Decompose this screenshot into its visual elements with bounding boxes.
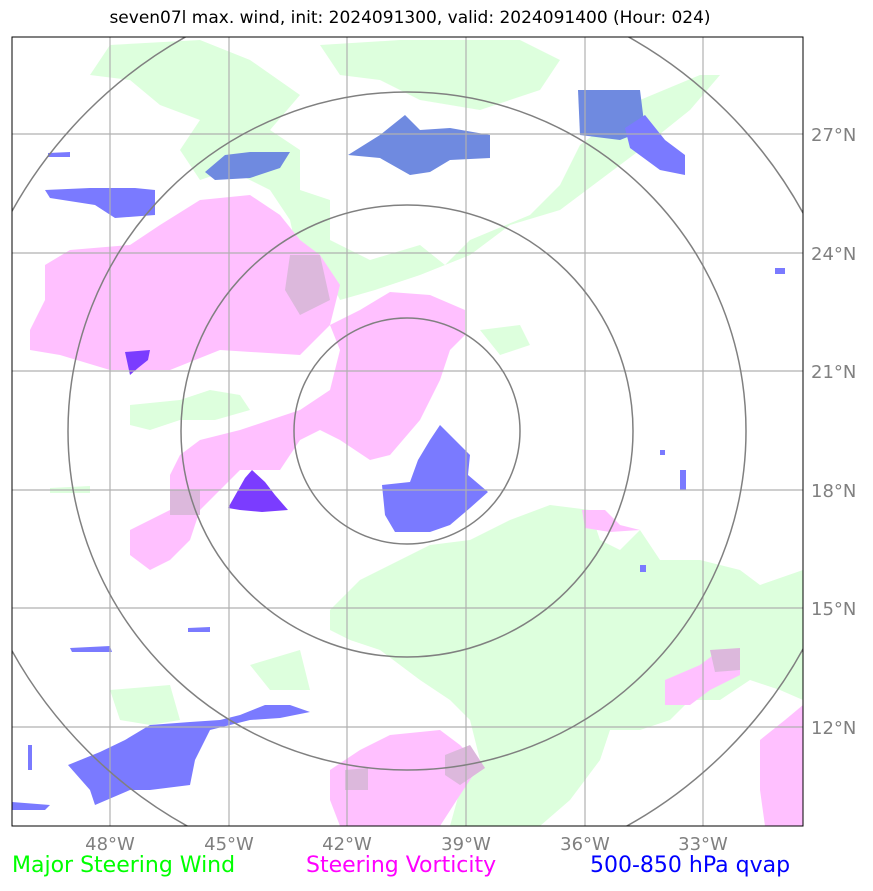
- map-title: seven07l max. wind, init: 2024091300, va…: [109, 8, 711, 28]
- qvap-region-north-center: [348, 115, 490, 175]
- qvap-region-core-west: [125, 350, 150, 375]
- qvap-region-north-west: [205, 152, 290, 180]
- lat-labels: 27°N 24°N 21°N 18°N 15°N 12°N: [811, 125, 856, 739]
- range-ring-1: [293, 317, 521, 545]
- overlap-patch-2: [170, 490, 200, 515]
- wind-region-north-east: [320, 40, 560, 110]
- wind-region-south-center: [250, 650, 310, 690]
- overlap-layer: [170, 255, 740, 790]
- lon-label-48w: 48°W: [85, 834, 135, 855]
- qvap-region-edge-1: [28, 745, 32, 770]
- wind-region-mid-east: [480, 325, 530, 355]
- qvap-region-west: [45, 188, 155, 218]
- map-frame: [11, 36, 804, 827]
- wind-layer: [50, 40, 803, 826]
- lat-label-18n: 18°N: [811, 481, 856, 502]
- range-ring-2: [180, 204, 634, 658]
- lat-label-27n: 27°N: [811, 125, 856, 146]
- lon-label-33w: 33°W: [678, 834, 728, 855]
- wind-region-mid-west: [130, 390, 250, 430]
- lon-label-45w: 45°W: [204, 834, 254, 855]
- range-rings: [12, 37, 803, 826]
- vorticity-region-east-edge: [760, 705, 803, 826]
- lon-label-42w: 42°W: [322, 834, 372, 855]
- qvap-region-west-dot: [48, 152, 70, 157]
- qvap-region-south-west-edge: [12, 802, 50, 810]
- vorticity-region-center: [130, 292, 465, 570]
- qvap-region-west-small-1: [70, 646, 112, 652]
- lat-label-21n: 21°N: [811, 362, 856, 383]
- wind-region-south: [330, 505, 803, 826]
- vorticity-region-south: [330, 730, 480, 826]
- lon-label-36w: 36°W: [560, 834, 610, 855]
- overlap-patch-4: [710, 648, 740, 672]
- qvap-region-west-small-2: [188, 627, 210, 632]
- wind-region-north: [90, 40, 720, 300]
- range-ring-3: [67, 91, 747, 771]
- qvap-region-core-south: [228, 470, 288, 512]
- qvap-region-south-west: [68, 705, 310, 805]
- vorticity-layer: [30, 195, 803, 826]
- graticule: [12, 37, 803, 826]
- overlap-patch-5: [345, 768, 368, 790]
- qvap-region-north-east-tail: [625, 115, 685, 175]
- legend-qvap: 500-850 hPa qvap: [590, 853, 791, 878]
- qvap-region-center: [382, 425, 488, 532]
- lon-labels: 48°W 45°W 42°W 39°W 36°W 33°W: [85, 834, 728, 855]
- lat-label-24n: 24°N: [811, 244, 856, 265]
- vorticity-region-east-small: [582, 510, 640, 532]
- qvap-layer: [12, 90, 785, 810]
- legend-steering-vorticity: Steering Vorticity: [306, 853, 497, 878]
- lat-label-15n: 15°N: [811, 599, 856, 620]
- wind-region-south-west: [110, 685, 180, 725]
- legend-steering-wind: Major Steering Wind: [12, 853, 236, 878]
- overlap-patch-1: [285, 255, 330, 315]
- lat-label-12n: 12°N: [811, 718, 856, 739]
- lon-label-39w: 39°W: [441, 834, 491, 855]
- vorticity-region-west: [30, 195, 340, 370]
